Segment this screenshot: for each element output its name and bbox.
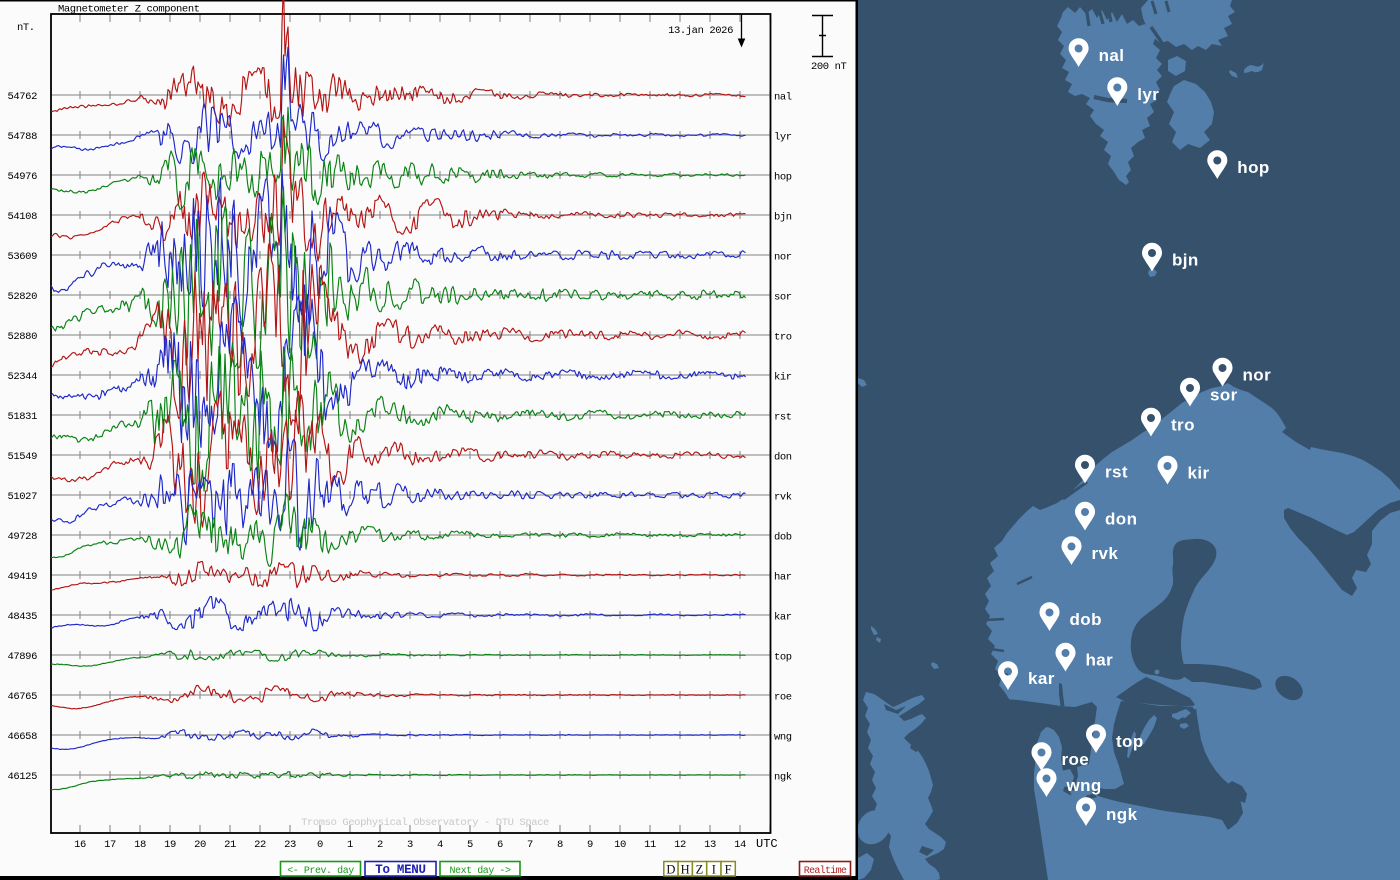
svg-text:lyr: lyr <box>774 132 792 144</box>
svg-text:16: 16 <box>74 839 86 851</box>
svg-text:To MENU: To MENU <box>375 863 425 877</box>
svg-text:51831: 51831 <box>7 411 37 423</box>
svg-text:rvk: rvk <box>774 492 792 504</box>
svg-text:ngk: ngk <box>1106 805 1138 824</box>
svg-text:hop: hop <box>1237 158 1269 177</box>
svg-text:54976: 54976 <box>7 171 37 183</box>
svg-text:7: 7 <box>527 839 533 851</box>
svg-text:rst: rst <box>1105 463 1128 482</box>
svg-text:lyr: lyr <box>1137 85 1159 104</box>
svg-text:wng: wng <box>774 732 792 744</box>
svg-text:UTC: UTC <box>756 837 778 851</box>
svg-text:5: 5 <box>467 839 473 851</box>
svg-text:don: don <box>774 452 792 464</box>
svg-text:nal: nal <box>1099 46 1125 65</box>
svg-text:tro: tro <box>1171 416 1195 435</box>
svg-text:sor: sor <box>1210 386 1238 405</box>
svg-text:Realtime: Realtime <box>804 865 847 877</box>
svg-text:bjn: bjn <box>1172 251 1199 270</box>
svg-text:13: 13 <box>704 839 716 851</box>
svg-text:52880: 52880 <box>7 331 37 343</box>
svg-text:kar: kar <box>774 612 792 624</box>
svg-text:14: 14 <box>734 839 746 851</box>
svg-text:nT.: nT. <box>17 22 35 34</box>
svg-text:rst: rst <box>774 412 792 424</box>
svg-text:21: 21 <box>224 839 236 851</box>
svg-text:dob: dob <box>774 532 792 544</box>
svg-text:6: 6 <box>497 839 503 851</box>
svg-text:kar: kar <box>1028 669 1055 688</box>
svg-text:top: top <box>1116 732 1144 751</box>
svg-text:53609: 53609 <box>7 251 37 263</box>
svg-text:47896: 47896 <box>7 651 37 663</box>
svg-text:54762: 54762 <box>7 91 37 103</box>
svg-text:49419: 49419 <box>7 571 37 583</box>
svg-text:nor: nor <box>1243 366 1272 385</box>
svg-text:52344: 52344 <box>7 371 37 383</box>
svg-text:tro: tro <box>774 332 792 344</box>
svg-text:D: D <box>666 863 675 877</box>
svg-text:bjn: bjn <box>774 212 792 224</box>
svg-text:8: 8 <box>557 839 563 851</box>
svg-text:54108: 54108 <box>7 211 37 223</box>
svg-text:Z: Z <box>696 863 704 877</box>
svg-text:200 nT: 200 nT <box>811 61 847 73</box>
svg-text:20: 20 <box>194 839 206 851</box>
svg-text:46765: 46765 <box>7 691 37 703</box>
svg-text:17: 17 <box>104 839 116 851</box>
svg-text:3: 3 <box>407 839 413 851</box>
svg-text:nor: nor <box>774 252 792 264</box>
svg-text:46658: 46658 <box>7 731 37 743</box>
svg-text:har: har <box>1086 651 1114 670</box>
svg-text:11: 11 <box>644 839 656 851</box>
svg-text:F: F <box>725 863 732 877</box>
svg-text:rvk: rvk <box>1092 544 1119 563</box>
svg-text:0: 0 <box>317 839 323 851</box>
svg-text:nal: nal <box>774 92 792 104</box>
svg-text:48435: 48435 <box>7 611 37 623</box>
svg-text:hop: hop <box>774 172 792 184</box>
svg-text:23: 23 <box>284 839 296 851</box>
svg-text:19: 19 <box>164 839 176 851</box>
svg-text:9: 9 <box>587 839 593 851</box>
svg-text:don: don <box>1105 510 1137 529</box>
svg-text:kir: kir <box>774 372 792 384</box>
svg-text:13.jan 2026: 13.jan 2026 <box>668 25 733 37</box>
svg-text:1: 1 <box>347 839 353 851</box>
svg-text:Next day ->: Next day -> <box>449 865 511 877</box>
svg-text:top: top <box>774 652 792 664</box>
svg-text:roe: roe <box>1062 750 1090 769</box>
svg-text:4: 4 <box>437 839 443 851</box>
svg-text:54788: 54788 <box>7 131 37 143</box>
svg-text:52820: 52820 <box>7 291 37 303</box>
svg-text:12: 12 <box>674 839 686 851</box>
svg-text:wng: wng <box>1066 776 1102 795</box>
svg-text:I: I <box>712 863 716 877</box>
svg-text:dob: dob <box>1070 610 1102 629</box>
svg-text:10: 10 <box>614 839 626 851</box>
svg-text:2: 2 <box>377 839 383 851</box>
svg-text:51027: 51027 <box>7 491 37 503</box>
svg-text:49728: 49728 <box>7 531 37 543</box>
svg-text:46125: 46125 <box>7 771 37 783</box>
svg-text:ngk: ngk <box>774 772 792 784</box>
svg-text:H: H <box>681 863 690 877</box>
svg-text:har: har <box>774 572 792 584</box>
svg-text:22: 22 <box>254 839 266 851</box>
svg-text:<- Prev. day: <- Prev. day <box>287 865 354 877</box>
svg-text:Magnetometer Z component: Magnetometer Z component <box>58 4 200 16</box>
svg-text:roe: roe <box>774 692 792 704</box>
svg-text:sor: sor <box>774 292 792 304</box>
svg-text:kir: kir <box>1188 464 1210 483</box>
svg-text:18: 18 <box>134 839 146 851</box>
svg-text:51549: 51549 <box>7 451 37 463</box>
svg-text:Tromso Geophysical Observatory: Tromso Geophysical Observatory - DTU Spa… <box>301 817 549 829</box>
